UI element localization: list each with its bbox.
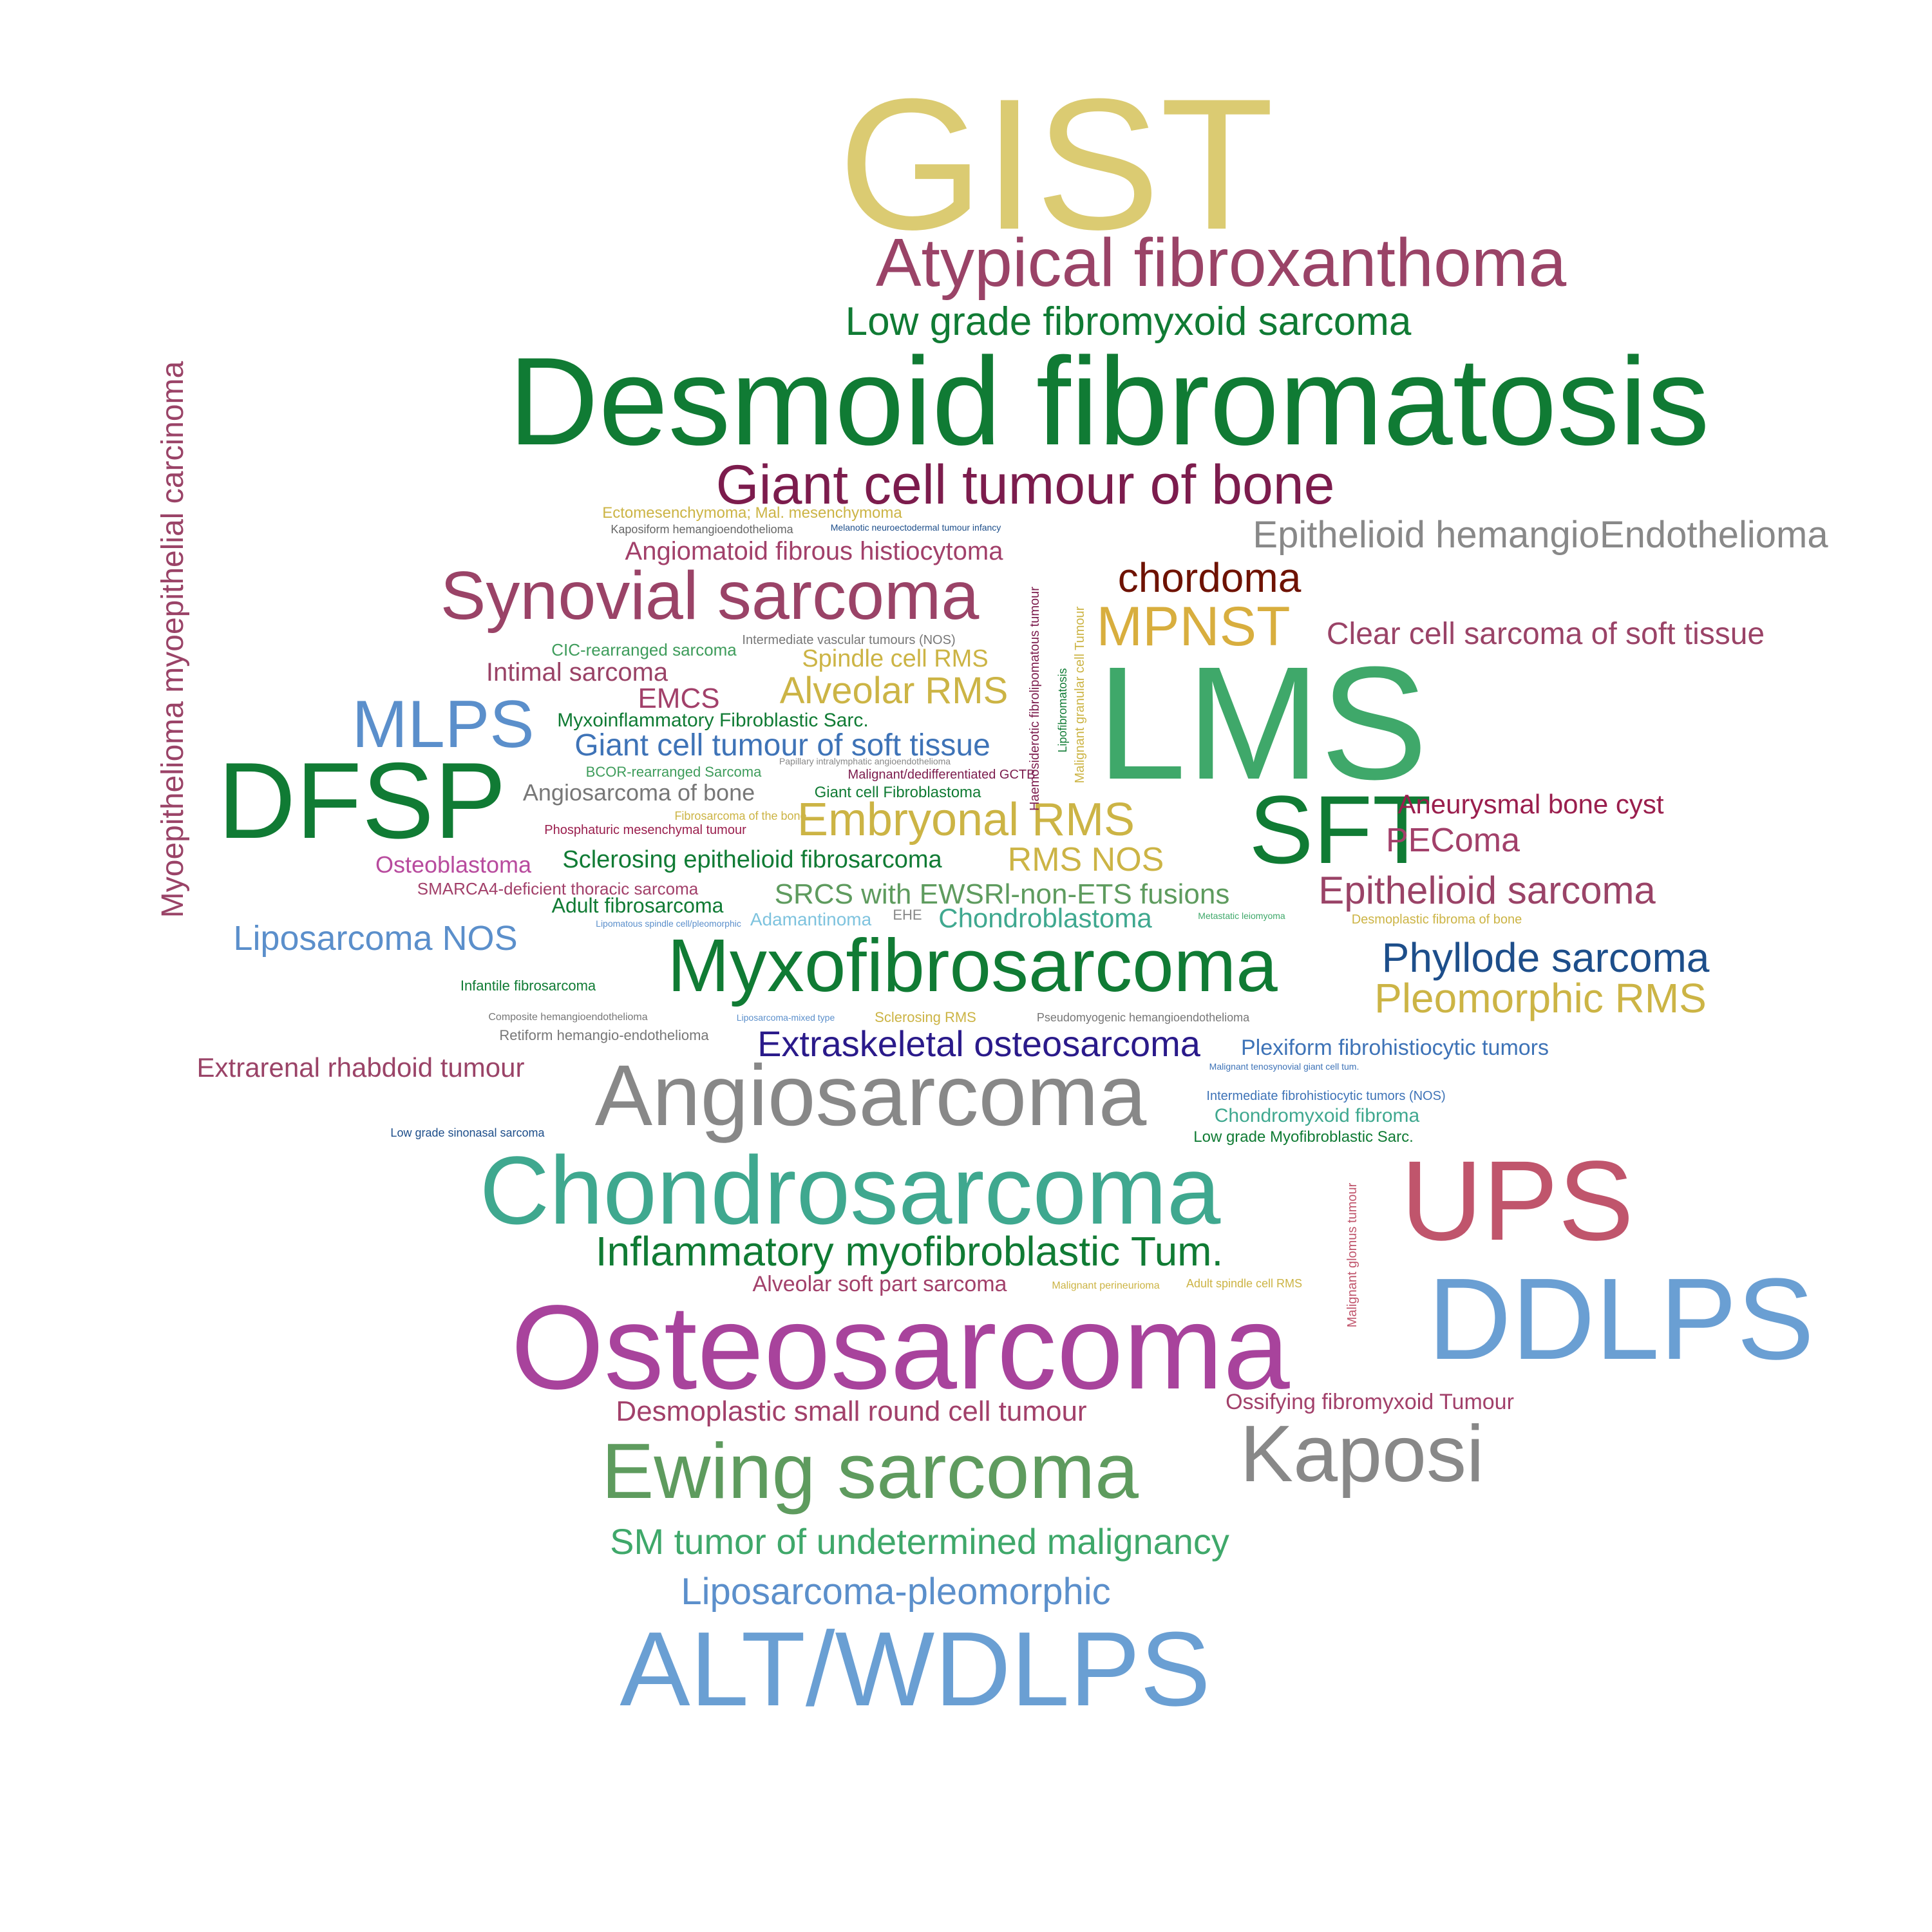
word-plexiform-fibrohistiocytic-tumors: Plexiform fibrohistiocytic tumors xyxy=(1240,1036,1549,1060)
word-mlps: MLPS xyxy=(352,687,535,762)
word-angiosarcoma-of-bone: Angiosarcoma of bone xyxy=(522,779,755,806)
word-emcs: EMCS xyxy=(638,683,720,714)
word-rms-nos: RMS NOS xyxy=(1007,841,1164,878)
word-papillary-intralymphatic-angioendothelioma: Papillary intralymphatic angioendothelio… xyxy=(779,756,951,766)
word-malignant-dedifferentiated-gctb: Malignant/dedifferentiated GCTB xyxy=(848,768,1036,782)
word-malignant-tenosynovial-giant-cell: Malignant tenosynovial giant cell tum. xyxy=(1209,1061,1359,1072)
word-osteoblastoma: Osteoblastoma xyxy=(375,851,532,878)
word-sclerosing-epithelioid-fibrosarcoma: Sclerosing epithelioid fibrosarcoma xyxy=(562,846,942,873)
word-myoepithelioma-myoepithelial-carcinoma: Myoepithelioma myoepithelial carcinoma xyxy=(156,361,190,918)
word-low-grade-sinonasal-sarcoma: Low grade sinonasal sarcoma xyxy=(390,1126,545,1139)
word-haemosiderotic-fibrolipomatous-tumour: Haemosiderotic fibrolipomatous tumour xyxy=(1028,587,1042,811)
word-giant-cell-fibroblastoma: Giant cell Fibroblastoma xyxy=(814,784,981,801)
word-phyllode-sarcoma: Phyllode sarcoma xyxy=(1381,934,1710,981)
word-ehe: EHE xyxy=(893,907,922,923)
word-chordoma: chordoma xyxy=(1117,554,1302,601)
word-kaposi: Kaposi xyxy=(1240,1410,1484,1499)
word-smarca4-deficient-thoracic-sarcoma: SMARCA4-deficient thoracic sarcoma xyxy=(417,879,699,898)
word-sclerosing-rms: Sclerosing RMS xyxy=(875,1009,976,1025)
word-pseudomyogenic-hemangioendothelioma: Pseudomyogenic hemangioendothelioma xyxy=(1036,1011,1250,1024)
word-inflammatory-myofibroblastic-tum: Inflammatory myofibroblastic Tum. xyxy=(595,1228,1224,1274)
word-myxofibrosarcoma: Myxofibrosarcoma xyxy=(667,923,1278,1007)
word-epithelioid-hemangioendothelioma: Epithelioid hemangioEndothelioma xyxy=(1253,514,1828,556)
word-malignant-granular-cell-tumour: Malignant granular cell Tumour xyxy=(1073,606,1087,784)
word-sft: SFT xyxy=(1249,775,1432,884)
word-cic-rearranged-sarcoma: CIC-rearranged sarcoma xyxy=(551,640,737,659)
word-lipofibromatosis: Lipofibromatosis xyxy=(1056,668,1069,753)
word-dfsp: DFSP xyxy=(217,740,507,861)
word-kaposiform-hemangioendothelioma: Kaposiform hemangioendothelioma xyxy=(611,523,793,536)
word-extraskeletal-osteosarcoma: Extraskeletal osteosarcoma xyxy=(757,1023,1200,1064)
word-chondromyxoid-fibroma: Chondromyxoid fibroma xyxy=(1214,1105,1420,1126)
word-liposarcoma-pleomorphic: Liposarcoma-pleomorphic xyxy=(681,1571,1111,1613)
word-ups: UPS xyxy=(1401,1138,1634,1264)
word-ewing-sarcoma: Ewing sarcoma xyxy=(601,1427,1139,1515)
word-epithelioid-sarcoma: Epithelioid sarcoma xyxy=(1318,869,1656,912)
word-embryonal-rms: Embryonal RMS xyxy=(797,794,1135,846)
word-lipomatous-spindle-cell: Lipomatous spindle cell/pleomorphic xyxy=(596,918,741,929)
word-malignant-perineurioma: Malignant perineurioma xyxy=(1052,1280,1160,1291)
word-osteosarcoma: Osteosarcoma xyxy=(511,1281,1290,1414)
word-composite-hemangioendothelioma: Composite hemangioendothelioma xyxy=(488,1012,648,1023)
word-melanotic-neuroectodermal-tumour: Melanotic neuroectodermal tumour infancy xyxy=(830,522,1001,533)
word-adult-fibrosarcoma: Adult fibrosarcoma xyxy=(551,894,724,917)
word-lms: LMS xyxy=(1096,633,1428,813)
word-chondroblastoma: Chondroblastoma xyxy=(938,903,1152,933)
word-desmoid-fibromatosis: Desmoid fibromatosis xyxy=(508,332,1710,471)
word-synovial-sarcoma: Synovial sarcoma xyxy=(440,558,980,634)
word-pecoma: PEComa xyxy=(1385,822,1520,859)
word-giant-cell-tumour-soft-tissue: Giant cell tumour of soft tissue xyxy=(574,728,990,762)
word-mpnst: MPNST xyxy=(1096,596,1291,658)
word-retiform-hemangio-endothelioma: Retiform hemangio-endothelioma xyxy=(499,1027,709,1043)
word-bcor-rearranged-sarcoma: BCOR-rearranged Sarcoma xyxy=(585,764,762,780)
word-fibrosarcoma-of-the-bone: Fibrosarcoma of the bone xyxy=(674,810,807,822)
word-aneurysmal-bone-cyst: Aneurysmal bone cyst xyxy=(1397,789,1664,819)
word-atypical-fibroxanthoma: Atypical fibroxanthoma xyxy=(875,225,1567,301)
word-malignant-glomus-tumour: Malignant glomus tumour xyxy=(1345,1182,1359,1328)
word-extrarenal-rhabdoid-tumour: Extrarenal rhabdoid tumour xyxy=(196,1052,525,1083)
word-liposarcoma-mixed-type: Liposarcoma-mixed type xyxy=(736,1012,835,1023)
word-chondrosarcoma: Chondrosarcoma xyxy=(479,1136,1221,1244)
word-angiomatoid-fibrous-histiocytoma: Angiomatoid fibrous histiocytoma xyxy=(625,537,1003,565)
word-low-grade-myofibroblastic-sarc: Low grade Myofibroblastic Sarc. xyxy=(1193,1128,1414,1146)
word-metastatic-leiomyoma: Metastatic leiomyoma xyxy=(1198,911,1285,921)
word-clear-cell-sarcoma: Clear cell sarcoma of soft tissue xyxy=(1326,617,1765,651)
word-srcs-ewsr1-non-ets: SRCS with EWSRl-non-ETS fusions xyxy=(774,878,1230,910)
word-ectomesenchymoma: Ectomesenchymoma; Mal. mesenchymoma xyxy=(602,504,902,522)
word-alt-wdlps: ALT/WDLPS xyxy=(620,1610,1211,1728)
word-adult-spindle-cell-rms: Adult spindle cell RMS xyxy=(1186,1277,1303,1290)
word-adamantinoma: Adamantinoma xyxy=(750,909,872,929)
word-ddlps: DDLPS xyxy=(1427,1255,1815,1384)
word-liposarcoma-nos: Liposarcoma NOS xyxy=(233,919,518,958)
word-spindle-cell-rms: Spindle cell RMS xyxy=(802,645,989,672)
word-sm-tumor-undetermined-malignancy: SM tumor of undetermined malignancy xyxy=(610,1521,1229,1562)
word-intimal-sarcoma: Intimal sarcoma xyxy=(486,658,668,687)
word-pleomorphic-rms: Pleomorphic RMS xyxy=(1374,975,1707,1021)
word-desmoplastic-small-round-cell-tumour: Desmoplastic small round cell tumour xyxy=(616,1396,1087,1427)
word-phosphaturic-mesenchymal-tumour: Phosphaturic mesenchymal tumour xyxy=(544,823,746,837)
word-ossifying-fibromyxoid-tumour: Ossifying fibromyxoid Tumour xyxy=(1226,1390,1514,1414)
word-myxoinflammatory-fibroblastic-sarc: Myxoinflammatory Fibroblastic Sarc. xyxy=(557,710,869,731)
word-giant-cell-tumour-of-bone: Giant cell tumour of bone xyxy=(715,454,1335,516)
word-intermediate-fibrohistiocytic-tumors: Intermediate fibrohistiocytic tumors (NO… xyxy=(1206,1089,1446,1103)
word-gist: GIST xyxy=(838,60,1274,269)
word-angiosarcoma: Angiosarcoma xyxy=(594,1048,1147,1144)
word-alveolar-rms: Alveolar RMS xyxy=(779,670,1009,712)
word-low-grade-fibromyxoid-sarcoma: Low grade fibromyxoid sarcoma xyxy=(845,299,1412,344)
word-alveolar-soft-part-sarcoma: Alveolar soft part sarcoma xyxy=(752,1272,1007,1296)
word-infantile-fibrosarcoma: Infantile fibrosarcoma xyxy=(460,978,596,994)
word-intermediate-vascular-tumours: Intermediate vascular tumours (NOS) xyxy=(742,633,956,647)
word-desmoplastic-fibroma-of-bone: Desmoplastic fibroma of bone xyxy=(1351,913,1522,927)
